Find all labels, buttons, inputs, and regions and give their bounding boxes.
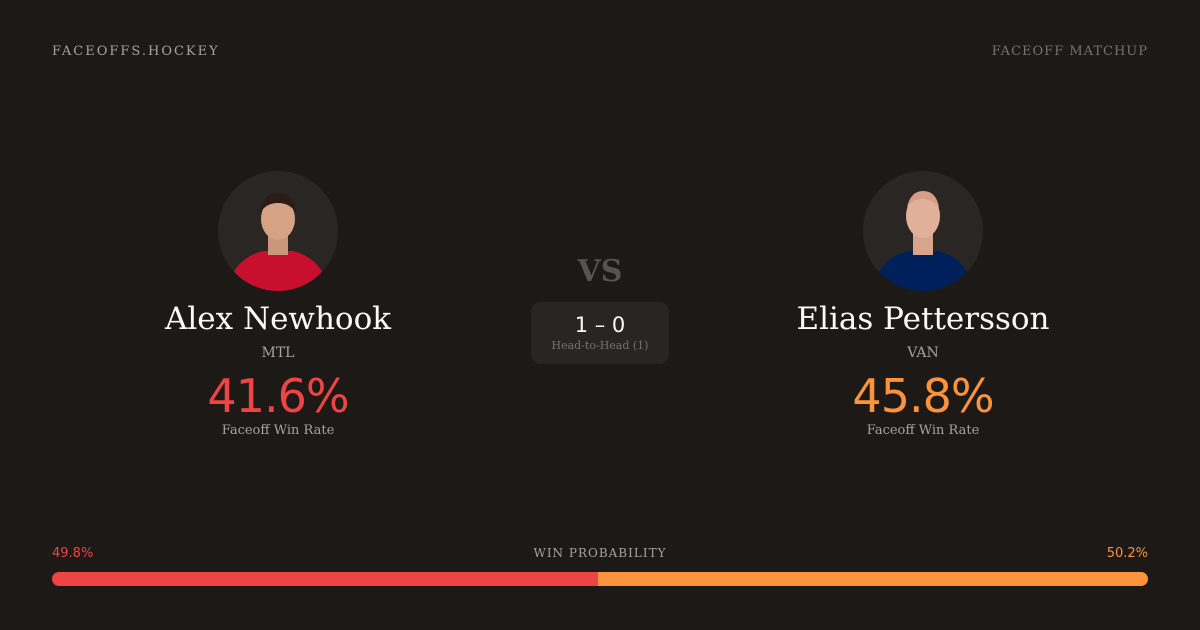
win-probability-bar — [52, 572, 1148, 586]
head-to-head-box: 1 – 0 Head-to-Head (1) — [531, 302, 669, 364]
player-team: VAN — [907, 345, 939, 361]
player-avatar — [863, 171, 983, 291]
player-left: Alex Newhook MTL 41.6% Faceoff Win Rate — [78, 171, 478, 438]
win-probability-label: WIN PROBABILITY — [533, 546, 667, 560]
player-name: Elias Pettersson — [796, 301, 1050, 337]
faceoff-win-rate: 41.6% — [207, 369, 349, 423]
page-tag: FACEOFF MATCHUP — [991, 44, 1148, 59]
head-to-head-score: 1 – 0 — [574, 313, 626, 337]
win-probability-segment-player1 — [52, 572, 598, 586]
win-probability-player2: 50.2% — [1106, 546, 1148, 561]
win-rate-label: Faceoff Win Rate — [866, 423, 980, 438]
player-right: Elias Pettersson VAN 45.8% Faceoff Win R… — [723, 171, 1123, 438]
vs-label: VS — [577, 254, 623, 289]
win-probability-segment-player2 — [597, 572, 1148, 586]
faceoff-win-rate: 45.8% — [852, 369, 994, 423]
win-probability-player1: 49.8% — [52, 546, 94, 561]
head-to-head-label: Head-to-Head (1) — [551, 339, 649, 352]
player-avatar — [218, 171, 338, 291]
win-rate-label: Faceoff Win Rate — [221, 423, 335, 438]
player-team: MTL — [261, 345, 295, 361]
player-name: Alex Newhook — [164, 301, 392, 337]
site-brand[interactable]: FACEOFFS.HOCKEY — [52, 44, 220, 59]
